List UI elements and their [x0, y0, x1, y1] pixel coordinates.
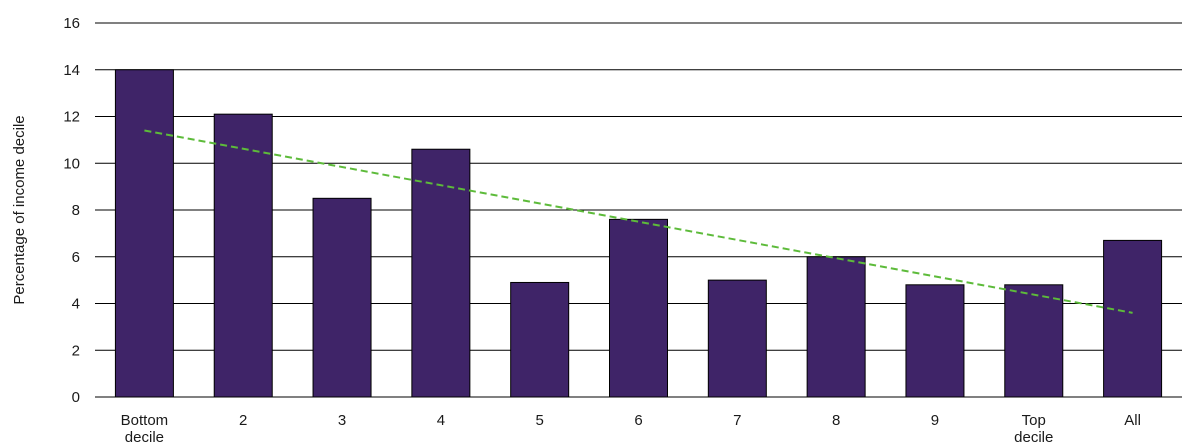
bar — [510, 281, 570, 398]
y-tick-label: 4 — [72, 296, 80, 313]
bars — [114, 69, 1163, 398]
y-tick-label: 0 — [72, 389, 80, 406]
y-axis-title: Percentage of income decile — [11, 115, 28, 304]
bar — [1103, 239, 1163, 398]
bar — [806, 256, 866, 398]
trendline-group — [144, 129, 1133, 314]
x-tick-label: Top decile — [1014, 412, 1053, 445]
x-tick-label: 2 — [239, 412, 247, 429]
y-tick-label: 12 — [63, 109, 80, 126]
x-tick-label: 3 — [338, 412, 346, 429]
x-tick-label: 9 — [931, 412, 939, 429]
x-tick-label: 8 — [832, 412, 840, 429]
y-tick-label: 2 — [72, 342, 80, 359]
y-tick-label: 16 — [63, 15, 80, 32]
trendline — [144, 129, 1133, 314]
x-tick-label: All — [1124, 412, 1141, 429]
bar — [905, 284, 965, 398]
bar — [213, 113, 273, 398]
y-tick-label: 14 — [63, 62, 80, 79]
y-tick-label: 8 — [72, 202, 80, 219]
x-tick-label: 5 — [536, 412, 544, 429]
x-tick-labels: Bottom decile 2 3 4 5 6 7 8 9 Top decile All — [121, 412, 1141, 445]
bar — [707, 279, 767, 398]
bar — [1004, 284, 1064, 398]
x-tick-label: 6 — [634, 412, 642, 429]
y-tick-label: 6 — [72, 249, 80, 266]
x-tick-label: 7 — [733, 412, 741, 429]
x-tick-label: Bottom decile — [121, 412, 169, 445]
bar — [411, 148, 471, 398]
bar — [609, 218, 668, 398]
bar — [312, 197, 372, 398]
y-tick-labels: 0 2 4 6 8 10 12 14 16 — [63, 15, 80, 406]
y-tick-label: 10 — [63, 155, 80, 172]
x-tick-label: 4 — [437, 412, 445, 429]
bar — [114, 69, 174, 398]
gridlines — [95, 22, 1182, 398]
